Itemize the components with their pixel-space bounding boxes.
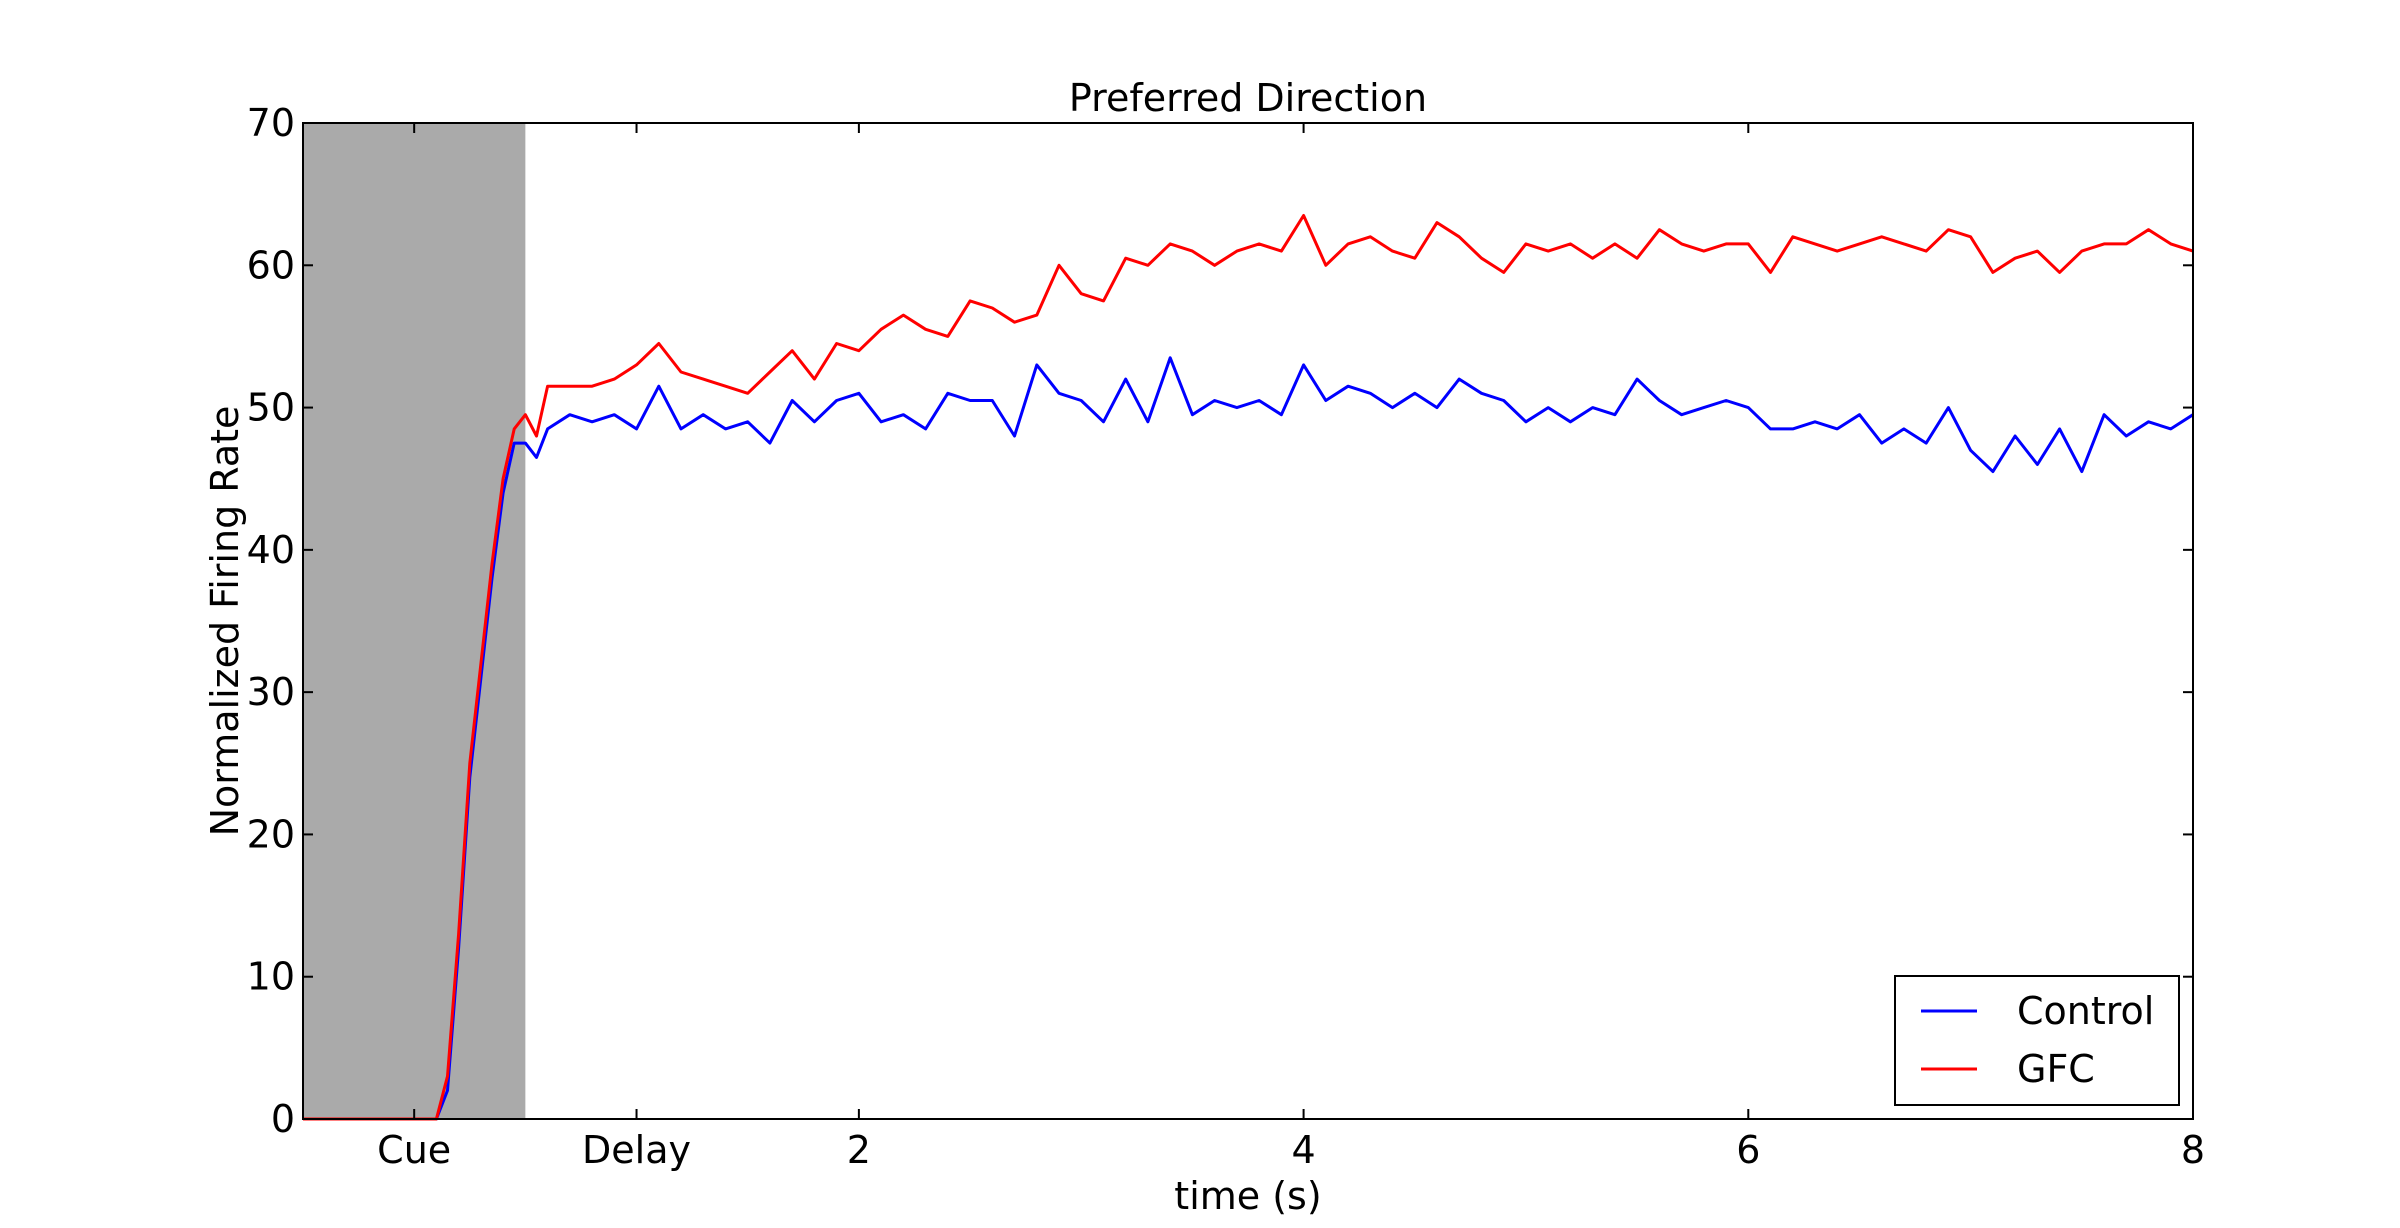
- ticks-layer: Cue Delay 2 4 6 8 0 10 20 30 40 50 60 70: [247, 101, 2205, 1172]
- x-tick-label: Cue: [377, 1128, 451, 1172]
- y-tick-label: 10: [247, 955, 295, 999]
- legend-label-gfc: GFC: [2017, 1047, 2095, 1091]
- y-axis-label: Normalized Firing Rate: [203, 406, 247, 837]
- cue-shaded-region: [303, 123, 526, 1119]
- y-tick-label: 60: [247, 243, 295, 287]
- y-tick-label: 30: [247, 670, 295, 714]
- chart-title: Preferred Direction: [1069, 76, 1427, 120]
- y-tick-label: 0: [271, 1097, 295, 1141]
- legend: Control GFC: [1894, 975, 2180, 1106]
- plot-frame: [302, 122, 2194, 1120]
- y-tick-label: 20: [247, 812, 295, 856]
- x-tick-label: 2: [847, 1128, 871, 1172]
- x-tick-label: 4: [1291, 1128, 1315, 1172]
- x-tick-label: 6: [1736, 1128, 1760, 1172]
- y-tick-label: 40: [247, 528, 295, 572]
- series-layer: [303, 214, 2194, 1121]
- series-line-control: [303, 356, 2194, 1121]
- legend-box: [1894, 975, 2180, 1106]
- legend-label-control: Control: [2017, 989, 2154, 1033]
- series-line-gfc: [303, 214, 2194, 1121]
- x-axis-label: time (s): [1174, 1174, 1321, 1218]
- x-tick-label: 8: [2181, 1128, 2205, 1172]
- y-tick-label: 50: [247, 386, 295, 430]
- y-tick-label: 70: [247, 101, 295, 145]
- x-tick-label: Delay: [582, 1128, 691, 1172]
